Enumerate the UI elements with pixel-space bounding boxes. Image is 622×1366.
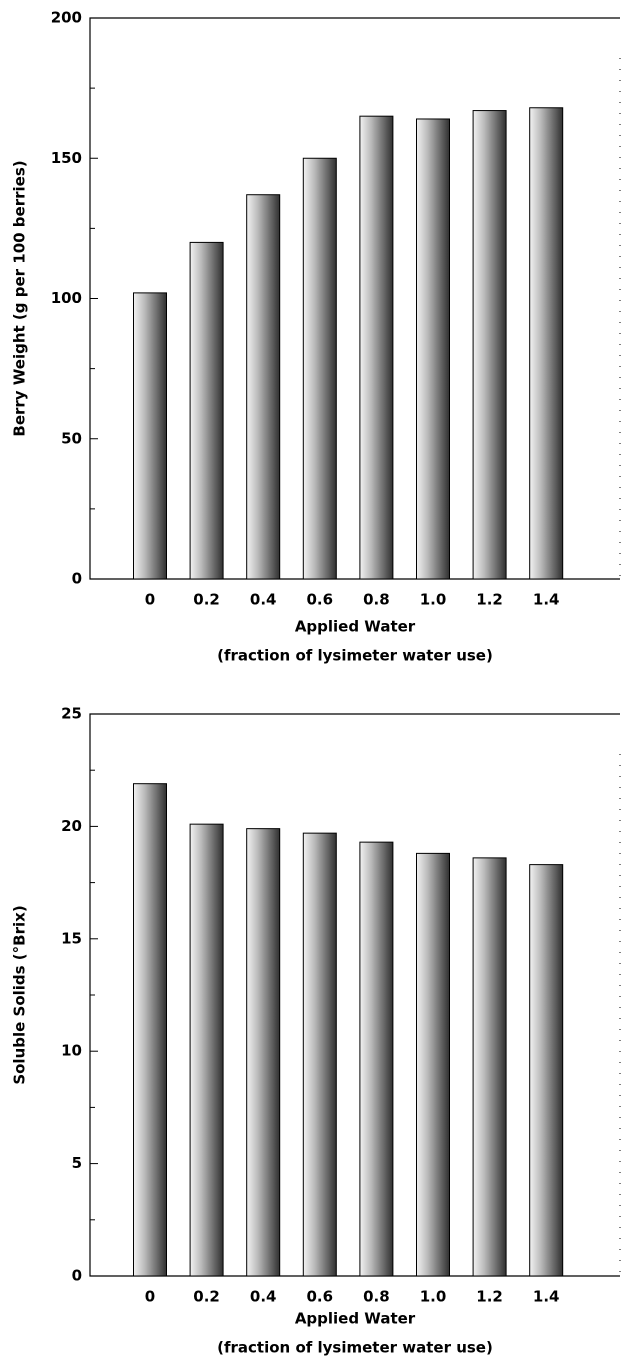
bar [133, 292, 167, 580]
x-tick-label: 0.4 [250, 591, 277, 609]
bar [302, 832, 337, 1277]
x-axis-title: Applied Water [295, 1310, 416, 1328]
x-tick-label: 1.2 [476, 1288, 503, 1306]
y-tick-label: 150 [51, 149, 82, 167]
bar [359, 115, 394, 580]
x-tick-label: 1.4 [533, 591, 560, 609]
y-tick-label: 0 [72, 1267, 82, 1285]
y-tick-label: 10 [61, 1042, 82, 1060]
bar [416, 118, 450, 580]
y-tick-label: 0 [72, 570, 82, 588]
bar [359, 841, 394, 1277]
x-tick-label: 1.4 [533, 1288, 560, 1306]
x-tick-label: 1.0 [420, 591, 447, 609]
y-axis-title: Soluble Solids (°Brix) [11, 905, 29, 1084]
x-axis-subtitle: (fraction of lysimeter water use) [217, 647, 493, 665]
bar [246, 194, 281, 580]
x-tick-label: 0 [145, 591, 155, 609]
x-tick-label: 1.2 [476, 591, 503, 609]
y-tick-label: 25 [61, 705, 82, 723]
bar [529, 107, 564, 580]
bar [189, 823, 224, 1277]
x-axis-subtitle: (fraction of lysimeter water use) [217, 1339, 493, 1357]
x-axis-title: Applied Water [295, 618, 416, 636]
bar [472, 110, 507, 580]
x-tick-label: 0.6 [307, 591, 334, 609]
x-tick-label: 0.2 [193, 591, 220, 609]
bar [529, 864, 564, 1277]
bar [302, 157, 337, 580]
bar [189, 241, 224, 580]
y-tick-label: 50 [61, 429, 82, 447]
bar [416, 852, 450, 1277]
x-tick-label: 0 [145, 1288, 155, 1306]
x-tick-label: 0.6 [307, 1288, 334, 1306]
bar [246, 828, 281, 1277]
y-tick-label: 15 [61, 929, 82, 947]
bar [472, 857, 507, 1277]
y-tick-label: 100 [51, 289, 82, 307]
y-tick-label: 5 [72, 1154, 82, 1172]
x-tick-label: 1.0 [420, 1288, 447, 1306]
x-tick-label: 0.2 [193, 1288, 220, 1306]
y-axis-title: Berry Weight (g per 100 berries) [11, 160, 29, 436]
y-tick-label: 200 [51, 9, 82, 27]
x-tick-label: 0.8 [363, 591, 390, 609]
bar [133, 783, 167, 1277]
y-tick-label: 20 [61, 817, 82, 835]
x-tick-label: 0.8 [363, 1288, 390, 1306]
x-tick-label: 0.4 [250, 1288, 277, 1306]
